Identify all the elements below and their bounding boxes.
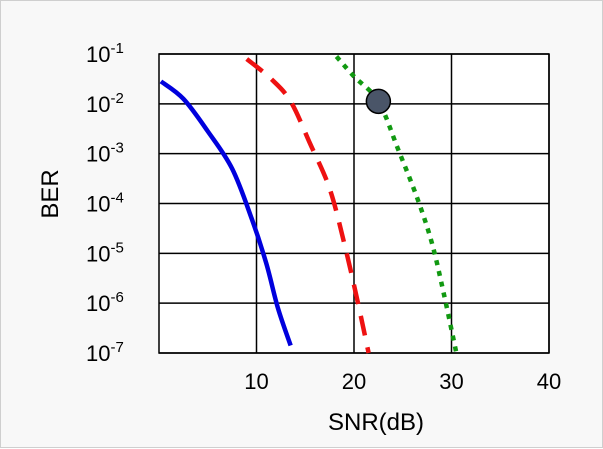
marker-layer [365, 88, 392, 115]
grid-lines [158, 53, 550, 354]
y-tick-label: 10-4 [86, 190, 124, 217]
highlight-marker [365, 88, 392, 115]
y-tick-label: 10-3 [86, 140, 124, 167]
x-tick-label: 10 [244, 369, 268, 394]
series-dashed-line [245, 57, 371, 354]
x-axis-title: SNR(dB) [328, 409, 424, 436]
x-tick-labels: 10 20 30 40 [244, 369, 561, 394]
x-tick-label: 40 [537, 369, 561, 394]
y-axis-title: BER [37, 169, 64, 218]
y-tick-label: 10-2 [86, 90, 124, 117]
y-tick-label: 10-5 [86, 239, 124, 266]
y-tick-labels: 10-1 10-2 10-3 10-4 10-5 10-6 10-7 [86, 40, 124, 366]
y-tick-label: 10-1 [86, 40, 124, 67]
y-tick-label: 10-6 [86, 289, 124, 316]
x-tick-label: 30 [439, 369, 463, 394]
x-tick-label: 20 [342, 369, 366, 394]
series-layer [159, 55, 459, 354]
y-tick-label: 10-7 [86, 339, 124, 366]
series-solid-line [159, 79, 293, 347]
